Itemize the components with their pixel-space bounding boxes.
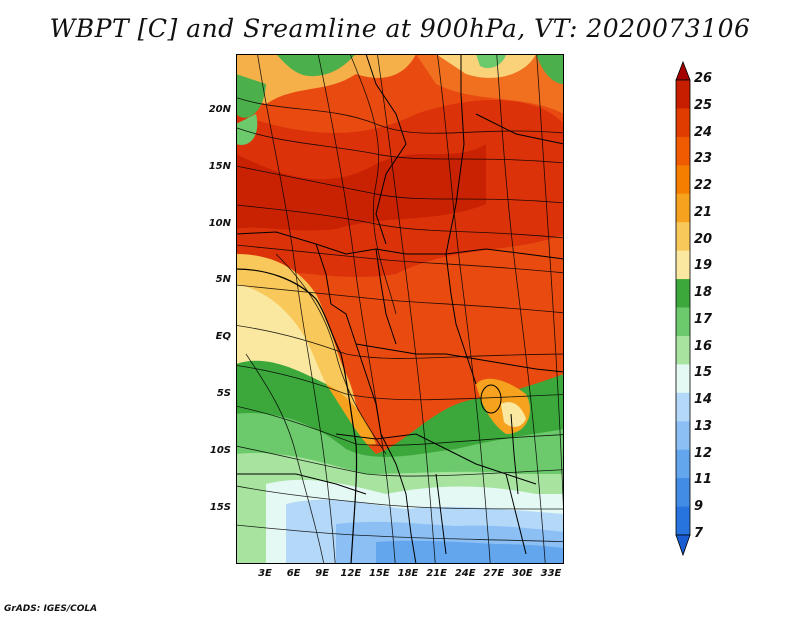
lon-tick-label: 6E [286,568,301,579]
colorbar-tick-label: 18 [694,285,713,301]
lat-tick-label: 5S [216,388,231,399]
colorbar-tick-label: 25 [694,97,713,113]
colorbar-swatch [676,506,690,536]
lat-tick-label: 15N [208,160,231,172]
colorbar-tick-label: 13 [694,418,713,434]
colorbar-swatch [676,335,690,365]
lat-tick-label: 15S [209,501,231,513]
colorbar-tick-label: 17 [694,311,713,327]
lon-tick-label: 30E [512,568,533,579]
lake-tanganyika [510,413,519,495]
colorbar-swatch [676,250,690,280]
colorbar-swatch [676,136,690,166]
colorbar-tick-label: 26 [694,71,713,86]
colorbar-min-arrow [675,534,691,557]
colorbar-swatch [676,165,690,195]
colorbar-max-arrow [675,60,691,81]
lon-tick-label: 3E [258,568,272,579]
colorbar-tick-label: 15 [694,365,713,381]
coastline [236,268,358,564]
lon-tick-label: 9E [315,568,330,579]
colorbar-tick-label: 20 [694,231,713,247]
lat-tick-label: EQ [215,331,231,343]
lat-tick-label: 10S [209,444,231,456]
lon-tick-label: 24E [454,568,476,579]
colorbar-tick-label: 19 [694,258,713,274]
credit-text: GrADS: IGES/COLA [4,604,98,614]
colorbar-swatch [676,478,690,508]
colorbar [675,60,691,557]
lon-tick-label: 12E [340,568,362,579]
map-panel [236,54,564,564]
lake-victoria [480,384,502,414]
colorbar-swatch [676,364,690,394]
lon-tick-label: 33E [540,568,562,579]
colorbar-tick-label: 14 [694,392,713,408]
colorbar-tick-label: 7 [694,526,704,541]
wbpt-map [236,54,564,564]
colorbar-swatch [676,193,690,223]
colorbar-swatch [676,80,690,109]
country-borders [236,54,564,564]
streamlines [236,54,564,564]
colorbar-tick-label: 24 [694,124,713,140]
colorbar-tick-label: 9 [694,499,704,515]
colorbar-swatch [676,108,690,138]
lat-tick-label: 20N [208,104,231,115]
lon-tick-label: 18E [397,568,419,579]
colorbar-swatch [676,307,690,337]
colorbar-swatch [676,449,690,479]
lat-tick-label: 5N [215,274,231,286]
lon-tick-label: 15E [369,568,390,579]
colorbar-tick-label: 11 [694,472,713,488]
colorbar-swatch [676,222,690,252]
colorbar-swatch [676,421,690,451]
page-title: WBPT [C] and Sreamline at 900hPa, VT: 20… [49,14,751,43]
map-frame [236,54,564,564]
colorbar-swatch [676,279,690,308]
lon-tick-label: 27E [483,568,505,579]
lat-tick-label: 10N [208,217,231,229]
colorbar-swatch [676,392,690,422]
lon-tick-label: 21E [426,568,447,579]
colorbar-tick-label: 21 [694,204,713,220]
colorbar-tick-label: 16 [694,338,713,354]
colorbar-tick-label: 12 [694,445,713,461]
colorbar-tick-label: 22 [694,178,713,194]
colorbar-tick-label: 23 [694,151,713,167]
